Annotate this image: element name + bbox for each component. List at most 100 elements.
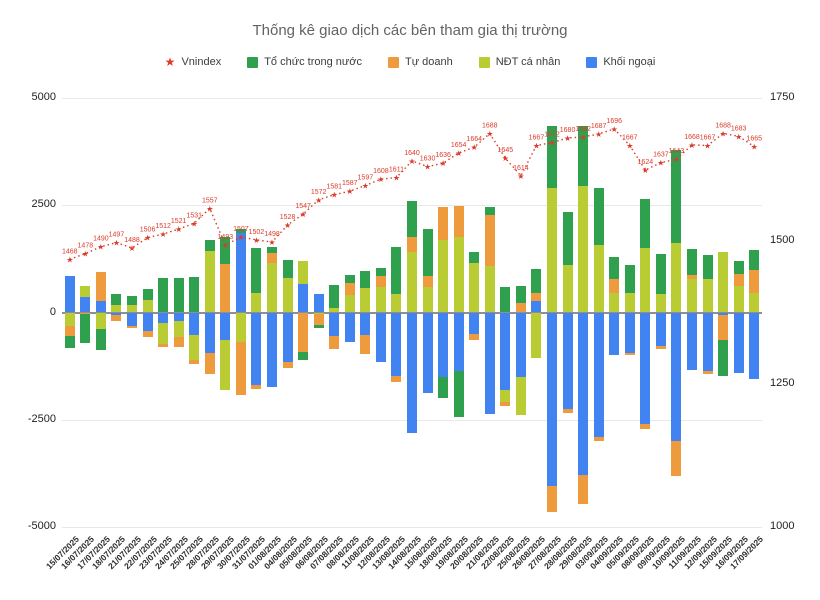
bar-segment: [220, 312, 231, 341]
bar-segment: [329, 336, 340, 349]
bar-segment: [80, 297, 91, 313]
vnindex-star-marker: ★: [502, 154, 509, 163]
bar-segment: [407, 236, 417, 253]
vnindex-value-label: 1528: [280, 214, 296, 221]
vnindex-value-label: 1645: [498, 147, 514, 154]
bar-segment: [718, 312, 729, 316]
vnindex-star-marker: ★: [455, 149, 462, 158]
bar-segment: [671, 441, 682, 476]
bar-segment: [438, 376, 449, 399]
vnindex-star-marker: ★: [471, 143, 478, 152]
vnindex-value-label: 1667: [622, 134, 638, 141]
legend-item-series-2[interactable]: Tự doanh: [387, 56, 453, 68]
bar-segment: [484, 312, 495, 414]
bar-segment: [344, 274, 355, 284]
legend-item-series-4[interactable]: Khối ngoại: [586, 56, 655, 68]
bar-segment: [80, 312, 91, 315]
right-axis-tick: 1250: [770, 377, 795, 389]
legend-item-vnindex[interactable]: ★ Vnindex: [165, 56, 222, 69]
bar-segment: [655, 345, 666, 350]
bar-segment: [298, 283, 309, 313]
bar-segment: [127, 326, 137, 328]
bar-segment: [422, 286, 433, 313]
bar-segment: [640, 312, 651, 425]
bar-segment: [313, 324, 324, 328]
bar-segment: [189, 277, 200, 313]
bar-segment: [749, 270, 760, 293]
vnindex-star-marker: ★: [144, 234, 151, 243]
bar-segment: [593, 436, 604, 442]
vnindex-star-marker: ★: [377, 175, 384, 184]
vnindex-star-marker: ★: [735, 132, 742, 141]
bar-segment: [313, 312, 324, 314]
legend-label: Tổ chức trong nước: [264, 56, 362, 68]
legend: ★ Vnindex Tổ chức trong nước Tự doanh NĐT cá…: [0, 56, 820, 69]
bar-segment: [593, 244, 604, 313]
vnindex-value-label: 1624: [638, 159, 654, 166]
vnindex-value-label: 1687: [591, 123, 607, 130]
bar-segment: [515, 376, 526, 416]
bar-segment: [282, 259, 293, 278]
bar-segment: [453, 370, 464, 418]
bar-segment: [173, 336, 184, 348]
vnindex-value-label: 1506: [140, 227, 156, 234]
bar-segment: [407, 200, 417, 237]
bar-segment: [702, 312, 713, 372]
vnindex-value-label: 1683: [731, 125, 747, 132]
bar-segment: [235, 228, 246, 234]
bar-segment: [282, 312, 293, 362]
bar-segment: [733, 273, 744, 286]
bar-segment: [640, 198, 651, 249]
bar-segment: [189, 312, 200, 335]
bar-segment: [375, 286, 386, 313]
legend-label: Vnindex: [181, 56, 222, 68]
bar-segment: [733, 285, 744, 313]
bar-segment: [640, 424, 651, 430]
vnindex-value-label: 1572: [311, 189, 327, 196]
bar-segment: [235, 312, 246, 343]
bar-segment: [173, 312, 184, 322]
bar-segment: [671, 312, 682, 442]
bar-segment: [407, 312, 417, 433]
vnindex-value-label: 1531: [186, 212, 202, 219]
bar-segment: [158, 322, 169, 345]
bar-segment: [204, 251, 215, 313]
vnindex-value-label: 1608: [373, 168, 389, 175]
vnindex-star-marker: ★: [82, 250, 89, 259]
bar-segment: [718, 339, 729, 376]
bar-segment: [578, 312, 589, 475]
left-axis-tick: 2500: [31, 198, 56, 211]
bar-segment: [609, 256, 620, 280]
vnindex-value-label: 1668: [684, 134, 700, 141]
bar-segment: [515, 285, 526, 304]
bar-segment: [422, 312, 433, 394]
vnindex-star-marker: ★: [564, 134, 571, 143]
bar-segment: [111, 293, 122, 305]
bar-segment: [547, 188, 557, 313]
vnindex-star-marker: ★: [253, 236, 260, 245]
vnindex-star-marker: ★: [97, 243, 104, 252]
legend-item-series-1[interactable]: Tổ chức trong nước: [247, 56, 362, 68]
legend-item-series-3[interactable]: NĐT cá nhân: [478, 56, 560, 68]
bar-segment: [220, 264, 231, 313]
bar-segment: [749, 249, 760, 271]
bar-segment: [391, 312, 402, 376]
bar-segment: [189, 360, 200, 365]
bar-segment: [298, 261, 309, 284]
gridline: [62, 98, 762, 99]
bar-segment: [204, 312, 215, 354]
bar-segment: [344, 283, 355, 296]
bar-segment: [127, 312, 137, 327]
bar-segment: [609, 292, 620, 313]
vnindex-value-label: 1498: [264, 231, 280, 238]
vnindex-value-label: 1696: [606, 118, 622, 125]
vnindex-value-label: 1664: [466, 136, 482, 143]
vnindex-value-label: 1636: [435, 152, 451, 159]
bar-segment: [531, 268, 542, 293]
bar-segment: [687, 279, 697, 313]
left-axis-tick: 5000: [31, 91, 56, 103]
bar-segment: [687, 312, 697, 370]
bar-segment: [484, 207, 495, 215]
vnindex-star-marker: ★: [346, 187, 353, 196]
bar-segment: [531, 312, 542, 358]
